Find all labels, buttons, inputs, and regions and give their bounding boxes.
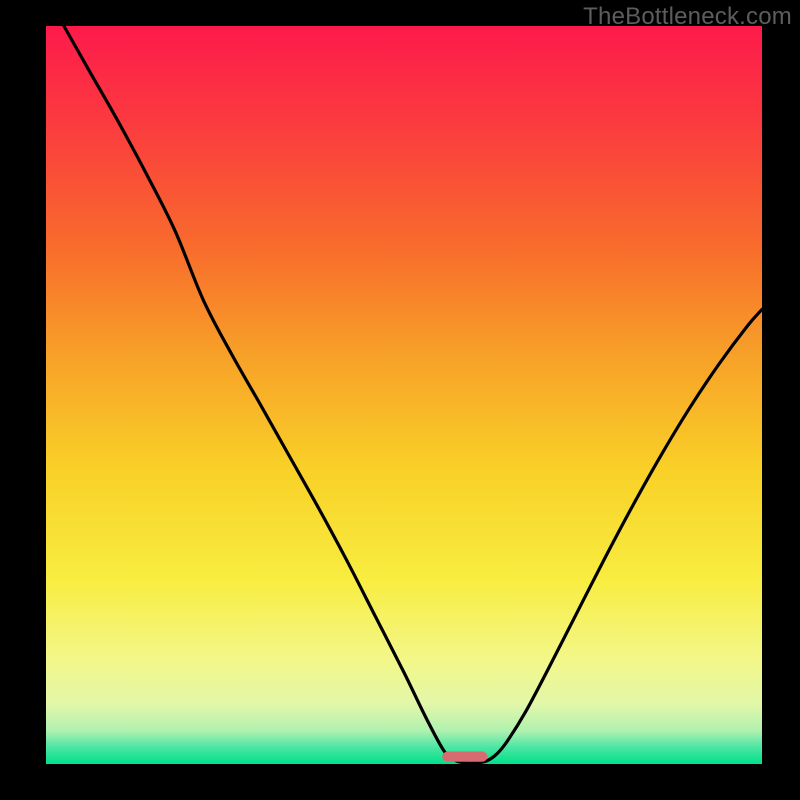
chart-svg bbox=[46, 26, 762, 764]
watermark-text: TheBottleneck.com bbox=[583, 3, 792, 31]
gradient-background bbox=[46, 26, 762, 764]
minimum-marker bbox=[442, 751, 487, 761]
plot-area bbox=[46, 26, 762, 764]
chart-frame: TheBottleneck.com bbox=[0, 0, 800, 800]
